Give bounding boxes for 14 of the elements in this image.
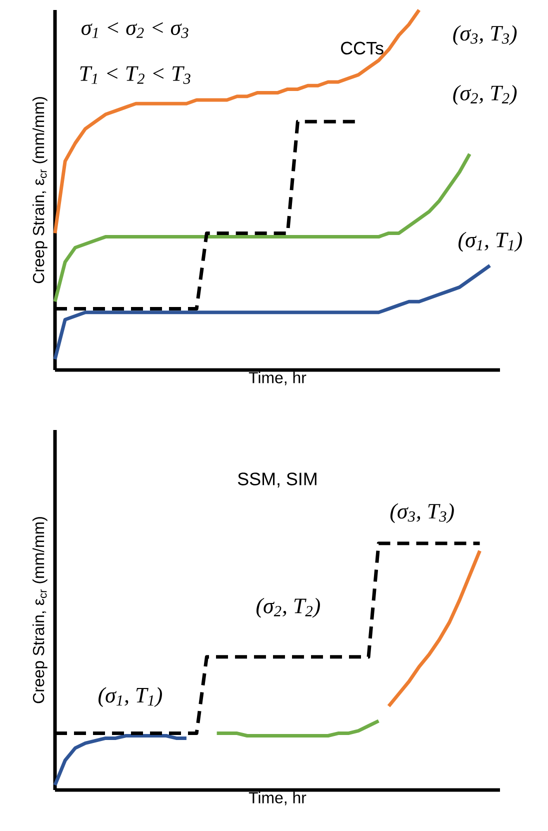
annotation: (σ$_{2}$, T$_{2}$) <box>256 598 320 618</box>
annotation: (σ$_{1}$, T$_{1}$) <box>458 232 522 252</box>
y-axis-title: Creep Strain, ε$_{cr}$ (mm/mm) <box>32 517 48 704</box>
annotation: (σ$_{3}$, T$_{3}$) <box>453 25 517 46</box>
annotation: (σ$_{2}$, T$_{2}$) <box>453 85 517 105</box>
x-axis-title: Time, hr <box>248 792 306 806</box>
annotation: T$_{1}$ < T$_{2}$ < T$_{3}$ <box>80 66 190 84</box>
annotation: (σ$_{1}$, T$_{1}$) <box>98 687 162 708</box>
annotation: CCTs <box>341 42 384 54</box>
y-axis-title: Creep Strain, ε$_{cr}$ (mm/mm) <box>32 97 48 284</box>
annotation: σ$_{1}$ < σ$_{2}$ < σ$_{3}$ <box>82 22 188 38</box>
x-axis-title: Time, hr <box>248 372 306 386</box>
text: SSM, SIM <box>238 472 316 488</box>
text: (σ$_{3}$, T$_{3}$) <box>390 503 454 524</box>
